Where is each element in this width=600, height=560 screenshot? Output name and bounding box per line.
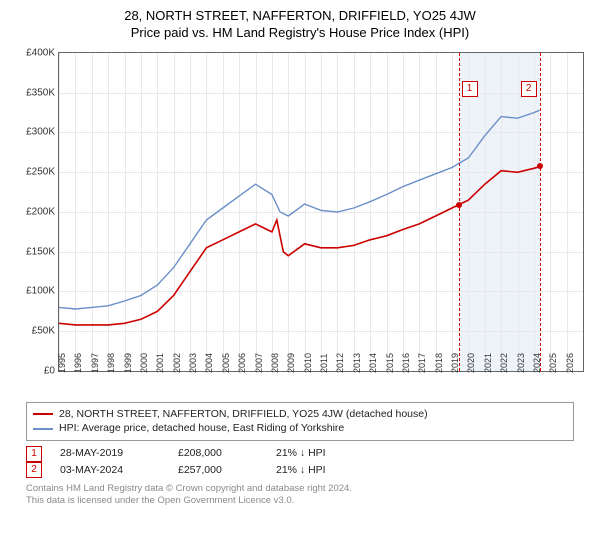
x-tick-label: 2023 [516,353,526,373]
x-tick-label: 1998 [106,353,116,373]
x-tick-label: 2015 [385,353,395,373]
x-tick-label: 1999 [123,353,133,373]
x-tick-label: 2021 [483,353,493,373]
plot-area: £0£50K£100K£150K£200K£250K£300K£350K£400… [58,52,584,372]
x-tick-label: 2008 [270,353,280,373]
footer-text: Contains HM Land Registry data © Crown c… [26,483,574,508]
x-tick-label: 2010 [303,353,313,373]
line-layer [59,53,583,371]
footer-line-1: Contains HM Land Registry data © Crown c… [26,483,574,495]
x-tick-label: 2026 [565,353,575,373]
price-marker-dot [456,202,462,208]
legend-label: HPI: Average price, detached house, East… [59,421,344,436]
x-tick-label: 2003 [188,353,198,373]
chart-container: 28, NORTH STREET, NAFFERTON, DRIFFIELD, … [0,0,600,560]
x-tick-label: 2022 [499,353,509,373]
marker-label: 2 [521,81,537,97]
y-tick-label: £200K [26,206,55,217]
y-tick-label: £0 [44,365,55,376]
y-tick-label: £250K [26,167,55,178]
x-tick-label: 2012 [335,353,345,373]
x-tick-label: 2014 [368,353,378,373]
x-tick-label: 2018 [434,353,444,373]
transaction-table: 1 28-MAY-2019 £208,000 21% ↓ HPI 2 03-MA… [26,445,574,479]
x-tick-label: 2007 [254,353,264,373]
cell-pct: 21% ↓ HPI [276,445,376,462]
legend: 28, NORTH STREET, NAFFERTON, DRIFFIELD, … [26,402,574,441]
chart-area: £0 £50K £100K £150K £200K £250K £300K £350K £400… [12,48,588,396]
x-tick-label: 2002 [172,353,182,373]
legend-item: HPI: Average price, detached house, East… [33,421,567,436]
x-tick-label: 1995 [57,353,67,373]
marker-label: 1 [462,81,478,97]
x-tick-label: 2025 [548,353,558,373]
y-tick-label: £400K [26,47,55,58]
x-tick-label: 2011 [319,353,329,372]
x-tick-label: 2009 [286,353,296,373]
x-tick-label: 2001 [155,353,165,373]
cell-pct: 21% ↓ HPI [276,462,376,479]
table-row: 2 03-MAY-2024 £257,000 21% ↓ HPI [26,462,574,479]
title-line-1: 28, NORTH STREET, NAFFERTON, DRIFFIELD, … [12,8,588,25]
y-tick-label: £350K [26,87,55,98]
marker-badge: 1 [26,446,42,462]
x-tick-label: 1997 [90,353,100,373]
x-tick-label: 2006 [237,353,247,373]
cell-price: £257,000 [178,462,258,479]
cell-date: 28-MAY-2019 [60,445,160,462]
chart-title: 28, NORTH STREET, NAFFERTON, DRIFFIELD, … [12,8,588,42]
legend-item: 28, NORTH STREET, NAFFERTON, DRIFFIELD, … [33,407,567,422]
table-row: 1 28-MAY-2019 £208,000 21% ↓ HPI [26,445,574,462]
x-tick-label: 2013 [352,353,362,373]
x-tick-label: 1996 [73,353,83,373]
x-tick-label: 2017 [417,353,427,373]
title-line-2: Price paid vs. HM Land Registry's House … [12,25,588,42]
x-tick-label: 2005 [221,353,231,373]
legend-swatch [33,428,53,430]
legend-swatch [33,413,53,415]
y-tick-label: £50K [32,326,55,337]
x-tick-label: 2020 [466,353,476,373]
legend-label: 28, NORTH STREET, NAFFERTON, DRIFFIELD, … [59,407,428,422]
x-tick-label: 2016 [401,353,411,373]
x-tick-label: 2000 [139,353,149,373]
cell-date: 03-MAY-2024 [60,462,160,479]
cell-price: £208,000 [178,445,258,462]
footer-line-2: This data is licensed under the Open Gov… [26,495,574,507]
y-tick-label: £300K [26,127,55,138]
x-tick-label: 2004 [204,353,214,373]
price-marker-dot [537,163,543,169]
y-tick-label: £150K [26,246,55,257]
y-tick-label: £100K [26,286,55,297]
marker-badge: 2 [26,462,42,478]
